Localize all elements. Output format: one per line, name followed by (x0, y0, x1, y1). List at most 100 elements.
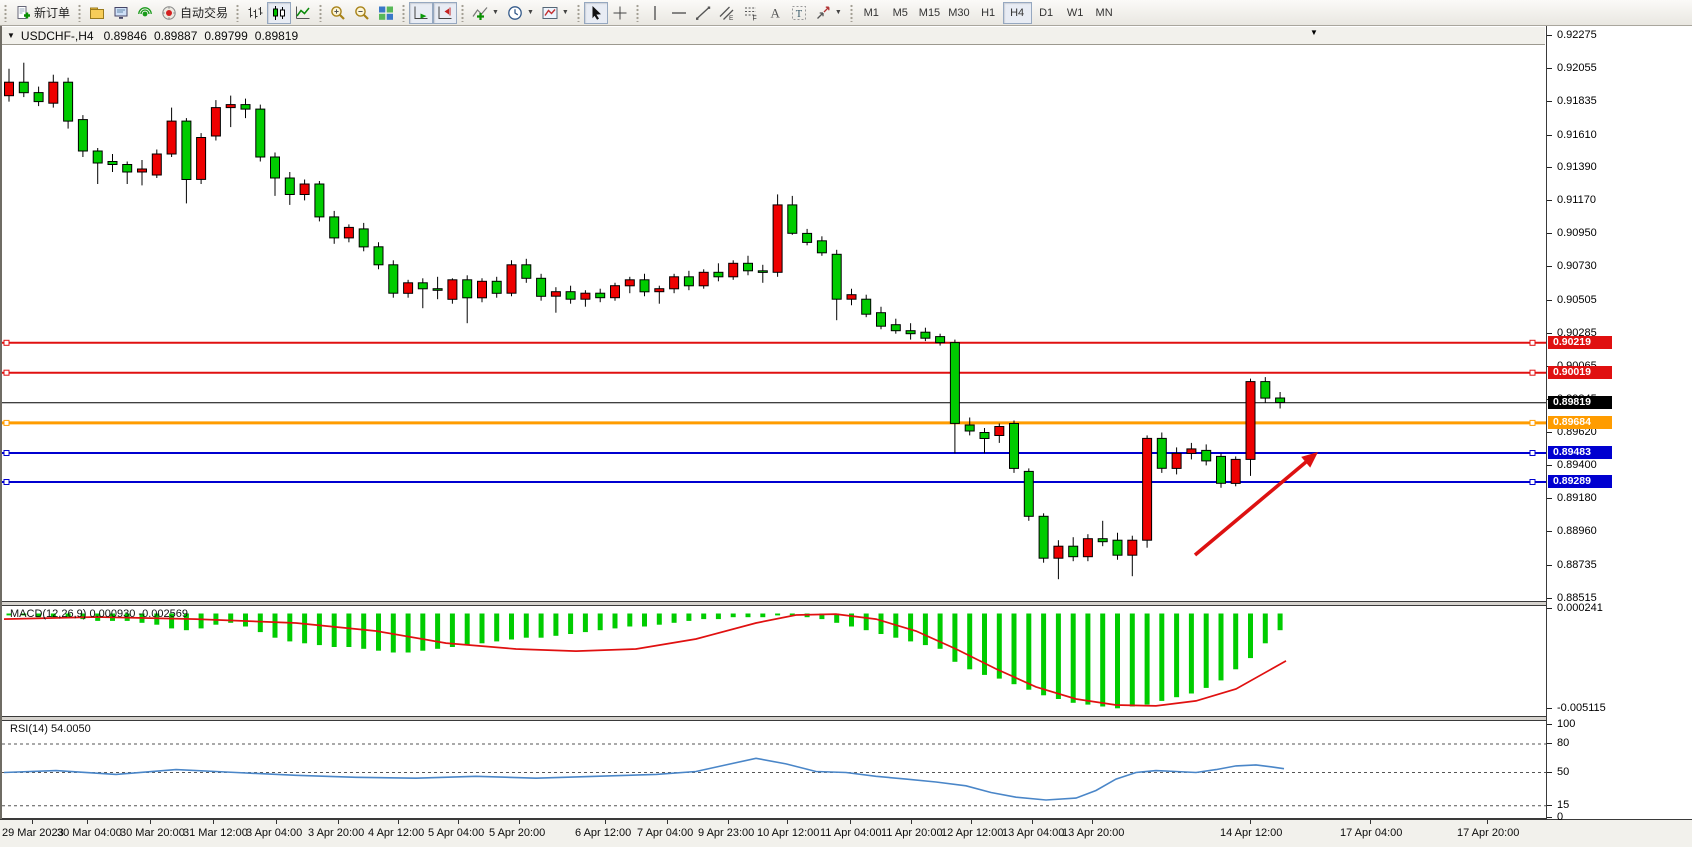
indicators-button-dropdown-icon[interactable]: ▼ (492, 9, 499, 16)
timeframe-w1[interactable]: W1 (1061, 2, 1090, 24)
orange-level-line-handle[interactable] (1529, 419, 1536, 426)
new-order-button[interactable]: 新订单 (11, 2, 74, 24)
indicators-button[interactable]: ▼ (468, 2, 503, 24)
cursor-button[interactable] (583, 1, 608, 24)
time-axis-label: 14 Apr 12:00 (1220, 827, 1283, 839)
macd-histogram-bar (996, 613, 1002, 679)
candle-body (713, 271, 724, 278)
candle-body (1127, 539, 1138, 556)
candle-body (403, 282, 414, 294)
resistance-line-2-handle[interactable] (3, 369, 10, 376)
signals-button[interactable] (133, 2, 157, 24)
auto-trading-button[interactable]: 自动交易 (157, 2, 232, 24)
candle-body (329, 216, 340, 239)
candlestick-chart-pane[interactable] (2, 26, 1546, 602)
zoom-out-button[interactable] (350, 2, 374, 24)
timeframe-m1[interactable]: M1 (857, 2, 886, 24)
candle-body (1216, 455, 1226, 484)
timeframe-m5[interactable]: M5 (886, 2, 915, 24)
equidistant-channel-button[interactable]: E (715, 2, 739, 24)
profiles-button[interactable] (85, 2, 109, 24)
support-line-1-handle[interactable] (3, 450, 10, 456)
macd-histogram-bar (568, 613, 574, 634)
timeframe-m15[interactable]: M15 (915, 2, 944, 24)
trend-line-button[interactable] (691, 2, 715, 24)
arrows-button[interactable]: ▼ (811, 2, 846, 24)
macd-histogram-bar (1144, 613, 1150, 705)
candle-body (624, 279, 635, 287)
tile-windows-button[interactable] (374, 2, 398, 24)
macd-histogram-bar (1277, 613, 1283, 631)
autotrade-icon (162, 5, 176, 20)
timeframe-m30[interactable]: M30 (944, 2, 973, 24)
text-label-button[interactable]: T (787, 2, 811, 24)
time-axis-tick (32, 820, 33, 824)
horizontal-line-button[interactable] (667, 2, 691, 24)
orange-level-line-handle[interactable] (3, 419, 10, 426)
candle-body (122, 164, 133, 173)
macd-histogram-bar (922, 613, 928, 646)
time-axis-tick (1370, 820, 1371, 824)
macd-indicator-pane[interactable]: MACD(12,26,9) 0.000930 -0.002569 (2, 605, 1546, 717)
time-axis-tick (150, 820, 151, 824)
zoom-in-button[interactable] (326, 2, 350, 24)
timeframe-h1[interactable]: H1 (974, 2, 1003, 24)
chart-shift-button[interactable] (433, 1, 458, 24)
vertical-line-button[interactable] (643, 2, 667, 24)
macd-histogram-bar (21, 613, 27, 616)
tiles-icon (379, 6, 394, 20)
time-axis-tick (458, 820, 459, 824)
macd-histogram-bar (523, 613, 529, 638)
symbol-dropdown-icon[interactable]: ▼ (7, 31, 15, 40)
candle-body (1053, 545, 1064, 559)
terminal-button[interactable] (109, 2, 133, 24)
timeframe-h4-label: H4 (1010, 6, 1025, 19)
periods-button-dropdown-icon[interactable]: ▼ (526, 9, 534, 16)
macd-histogram-bar (183, 613, 189, 631)
rsi-indicator-pane[interactable]: RSI(14) 54.0050 (2, 720, 1546, 819)
timeframe-mn[interactable]: MN (1090, 2, 1119, 24)
templates-button-dropdown-icon[interactable]: ▼ (561, 9, 569, 16)
candlestick-plot[interactable] (2, 26, 1546, 601)
time-axis[interactable]: 29 Mar 2023 30 Mar 04:00 30 Mar 20:00 31 Ma… (0, 819, 1692, 847)
resistance-line-1-handle[interactable] (3, 339, 10, 346)
time-axis-label: 3 Apr 20:00 (308, 827, 365, 839)
macd-histogram-bar (1041, 613, 1047, 696)
support-line-1-handle[interactable] (1529, 450, 1536, 456)
macd-plot[interactable] (2, 606, 1546, 716)
rsi-axis-label: 15 (1557, 798, 1570, 811)
time-axis-tick (276, 820, 277, 824)
candle-body (343, 226, 354, 239)
text-button[interactable]: A (763, 2, 787, 24)
rsi-plot[interactable] (2, 721, 1546, 818)
auto-scroll-button[interactable] (409, 1, 434, 24)
resistance-line-2-handle[interactable] (1529, 369, 1536, 376)
macd-histogram-bar (597, 613, 603, 631)
support-line-2-handle[interactable] (1529, 479, 1536, 485)
price-axis[interactable]: 0.92275 0.92055 0.91835 0.91610 0.91390 0.911… (1546, 26, 1692, 823)
crosshair-button[interactable] (608, 2, 632, 24)
templates-button[interactable]: ▼ (538, 2, 573, 24)
timeframe-m1-label: M1 (863, 6, 879, 19)
candle-body (432, 288, 443, 291)
price-axis-label: 0.92275 (1557, 29, 1597, 41)
candle-body (225, 104, 236, 109)
macd-histogram-bar (302, 613, 308, 644)
timeframe-d1[interactable]: D1 (1032, 2, 1061, 24)
macd-histogram-bar (435, 613, 441, 649)
candlestick-chart-button[interactable] (267, 1, 292, 24)
candle-body (166, 120, 177, 155)
candle-body (964, 424, 975, 432)
linechart-icon (296, 6, 310, 19)
arrows-button-dropdown-icon[interactable]: ▼ (834, 9, 842, 16)
macd-histogram-bar (80, 613, 86, 620)
line-chart-button[interactable] (291, 2, 315, 24)
support-line-2-handle[interactable] (3, 479, 10, 485)
macd-histogram-bar (671, 613, 677, 623)
resistance-line-1-handle[interactable] (1529, 339, 1536, 346)
timeframe-h4[interactable]: H4 (1002, 1, 1032, 24)
bar-chart-button[interactable] (243, 2, 267, 24)
periods-button[interactable]: ▼ (503, 2, 538, 24)
fibonacci-button[interactable]: F (739, 2, 763, 24)
trend-arrow-annotation[interactable] (1193, 457, 1312, 557)
